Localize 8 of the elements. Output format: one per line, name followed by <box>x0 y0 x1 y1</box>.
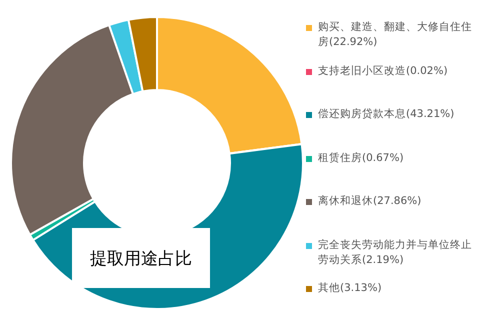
legend-label: 其他(3.13%) <box>318 281 382 296</box>
legend-label: 支持老旧小区改造(0.02%) <box>318 64 448 78</box>
legend-label: 购买、建造、翻建、大修自住住房(22.92%) <box>318 20 473 50</box>
legend-label: 租赁住房(0.67%) <box>318 150 404 166</box>
legend-label: 离休和退休(27.86%) <box>318 194 422 209</box>
text: 提取用途占比 <box>72 228 210 288</box>
legend-label: 偿还购房贷款本息(43.21%) <box>318 107 454 122</box>
legend-label: 完全丧失劳动能力并与单位终止劳动关系(2.19%) <box>318 238 473 268</box>
